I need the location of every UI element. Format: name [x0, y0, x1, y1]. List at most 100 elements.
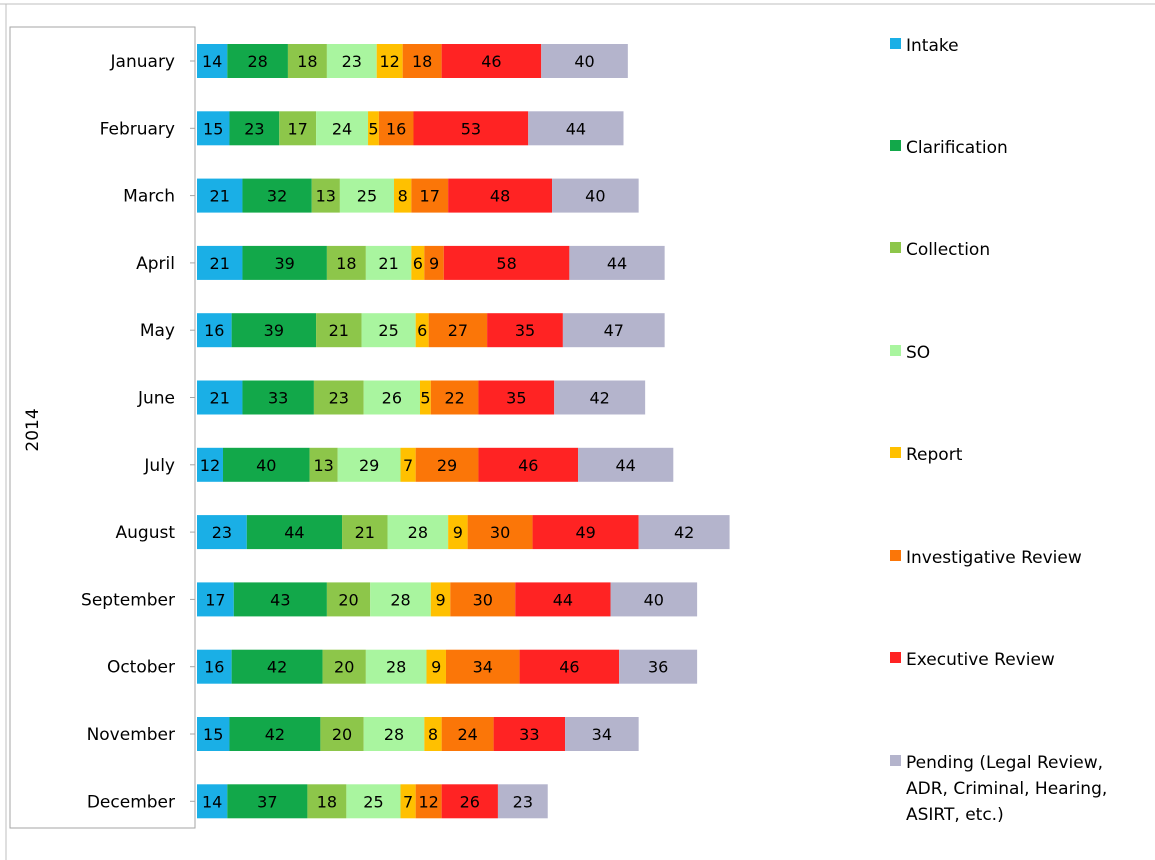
data-label: 33	[268, 389, 288, 408]
bar-segment	[610, 582, 698, 617]
bar-segment	[326, 582, 371, 617]
data-label: 9	[435, 590, 445, 609]
data-label: 16	[204, 658, 224, 677]
legend-item: Pending (Legal Review, ADR, Criminal, He…	[890, 750, 1146, 828]
legend-label: Collection	[906, 240, 991, 260]
legend-item: Intake	[890, 33, 1155, 59]
bar-segment	[316, 111, 369, 146]
bar-segment	[569, 245, 665, 280]
bar-segment	[441, 717, 494, 751]
data-label: 53	[461, 119, 481, 138]
data-label: 42	[267, 658, 287, 677]
data-label: 37	[257, 792, 277, 811]
data-label: 42	[265, 725, 285, 744]
data-label: 23	[212, 523, 232, 542]
data-label: 17	[205, 590, 225, 609]
data-label: 18	[336, 254, 356, 273]
legend-label: Intake	[906, 36, 959, 56]
bar-segment	[370, 582, 431, 617]
bar-segment	[227, 44, 288, 78]
data-label: 16	[204, 321, 224, 340]
bar-segment	[554, 380, 646, 415]
bar-segment	[565, 717, 639, 751]
data-label: 58	[496, 254, 516, 273]
bar-segment	[246, 515, 343, 550]
legend-swatch	[890, 652, 901, 663]
bar-segment	[197, 245, 243, 280]
bar-segment	[326, 245, 366, 280]
bar-segment	[519, 649, 620, 684]
bar-segment	[528, 111, 624, 146]
category-label: August	[116, 523, 176, 543]
category-label: July	[143, 456, 175, 476]
legend-label: Pending (Legal Review, ADR, Criminal, He…	[906, 753, 1108, 825]
data-label: 7	[403, 792, 413, 811]
data-label: 6	[417, 321, 427, 340]
bar-segment	[197, 313, 232, 348]
category-label: June	[137, 389, 175, 409]
data-label: 14	[202, 52, 222, 71]
data-label: 18	[297, 52, 317, 71]
bar-segment	[227, 784, 308, 819]
data-label: 21	[210, 187, 230, 206]
bar-segment	[467, 515, 533, 550]
data-label: 28	[384, 725, 404, 744]
bar-segment	[339, 178, 395, 213]
data-label: 46	[481, 52, 501, 71]
bar-segment	[197, 44, 228, 78]
bar-segment	[197, 717, 230, 751]
data-label: 21	[355, 523, 375, 542]
data-label: 25	[363, 792, 383, 811]
bar-segment	[428, 313, 488, 348]
data-label: 46	[559, 658, 579, 677]
data-label: 30	[473, 590, 493, 609]
data-label: 20	[332, 725, 352, 744]
bar-segment	[242, 245, 327, 280]
bar-segment	[309, 447, 338, 482]
category-labels: January February March April May June July Augu…	[81, 52, 195, 812]
bar-segment	[279, 111, 317, 146]
bar-segment	[197, 178, 243, 213]
legend-item: Clarification	[890, 135, 1155, 161]
category-label: September	[81, 590, 175, 610]
legend-swatch	[890, 38, 901, 49]
bar-segment	[448, 178, 553, 213]
bar-segment	[197, 447, 223, 482]
data-label: 44	[607, 254, 627, 273]
bar-segment	[320, 717, 364, 751]
bar-segment	[411, 178, 449, 213]
bar-segment	[231, 649, 323, 684]
data-label: 47	[604, 321, 624, 340]
bar-segment	[363, 717, 425, 751]
data-label: 42	[590, 389, 610, 408]
legend-label: Report	[906, 445, 963, 465]
bar-segment	[478, 380, 555, 415]
legend-swatch	[890, 140, 901, 151]
bar-segment	[400, 784, 416, 819]
bar-segment	[413, 111, 529, 146]
data-label: 13	[313, 456, 333, 475]
data-label: 24	[332, 119, 352, 138]
bar-segment	[562, 313, 665, 348]
data-label: 15	[203, 119, 223, 138]
legend-item: Collection	[890, 237, 1155, 263]
data-label: 40	[574, 52, 594, 71]
category-label: April	[136, 254, 175, 274]
bar-segment	[478, 447, 579, 482]
data-label: 34	[473, 658, 493, 677]
data-label: 8	[398, 187, 408, 206]
data-label: 36	[648, 658, 668, 677]
bar-segment	[229, 717, 321, 751]
data-label: 18	[317, 792, 337, 811]
legend-swatch	[890, 447, 901, 458]
category-axis-box: 2014	[0, 3, 1155, 860]
data-label: 22	[444, 389, 464, 408]
bar-segment	[493, 717, 566, 751]
bar-segment	[342, 515, 388, 550]
bar-segment	[307, 784, 347, 819]
bar-segment	[541, 44, 628, 78]
bar-segment	[400, 447, 416, 482]
data-label: 26	[382, 389, 402, 408]
